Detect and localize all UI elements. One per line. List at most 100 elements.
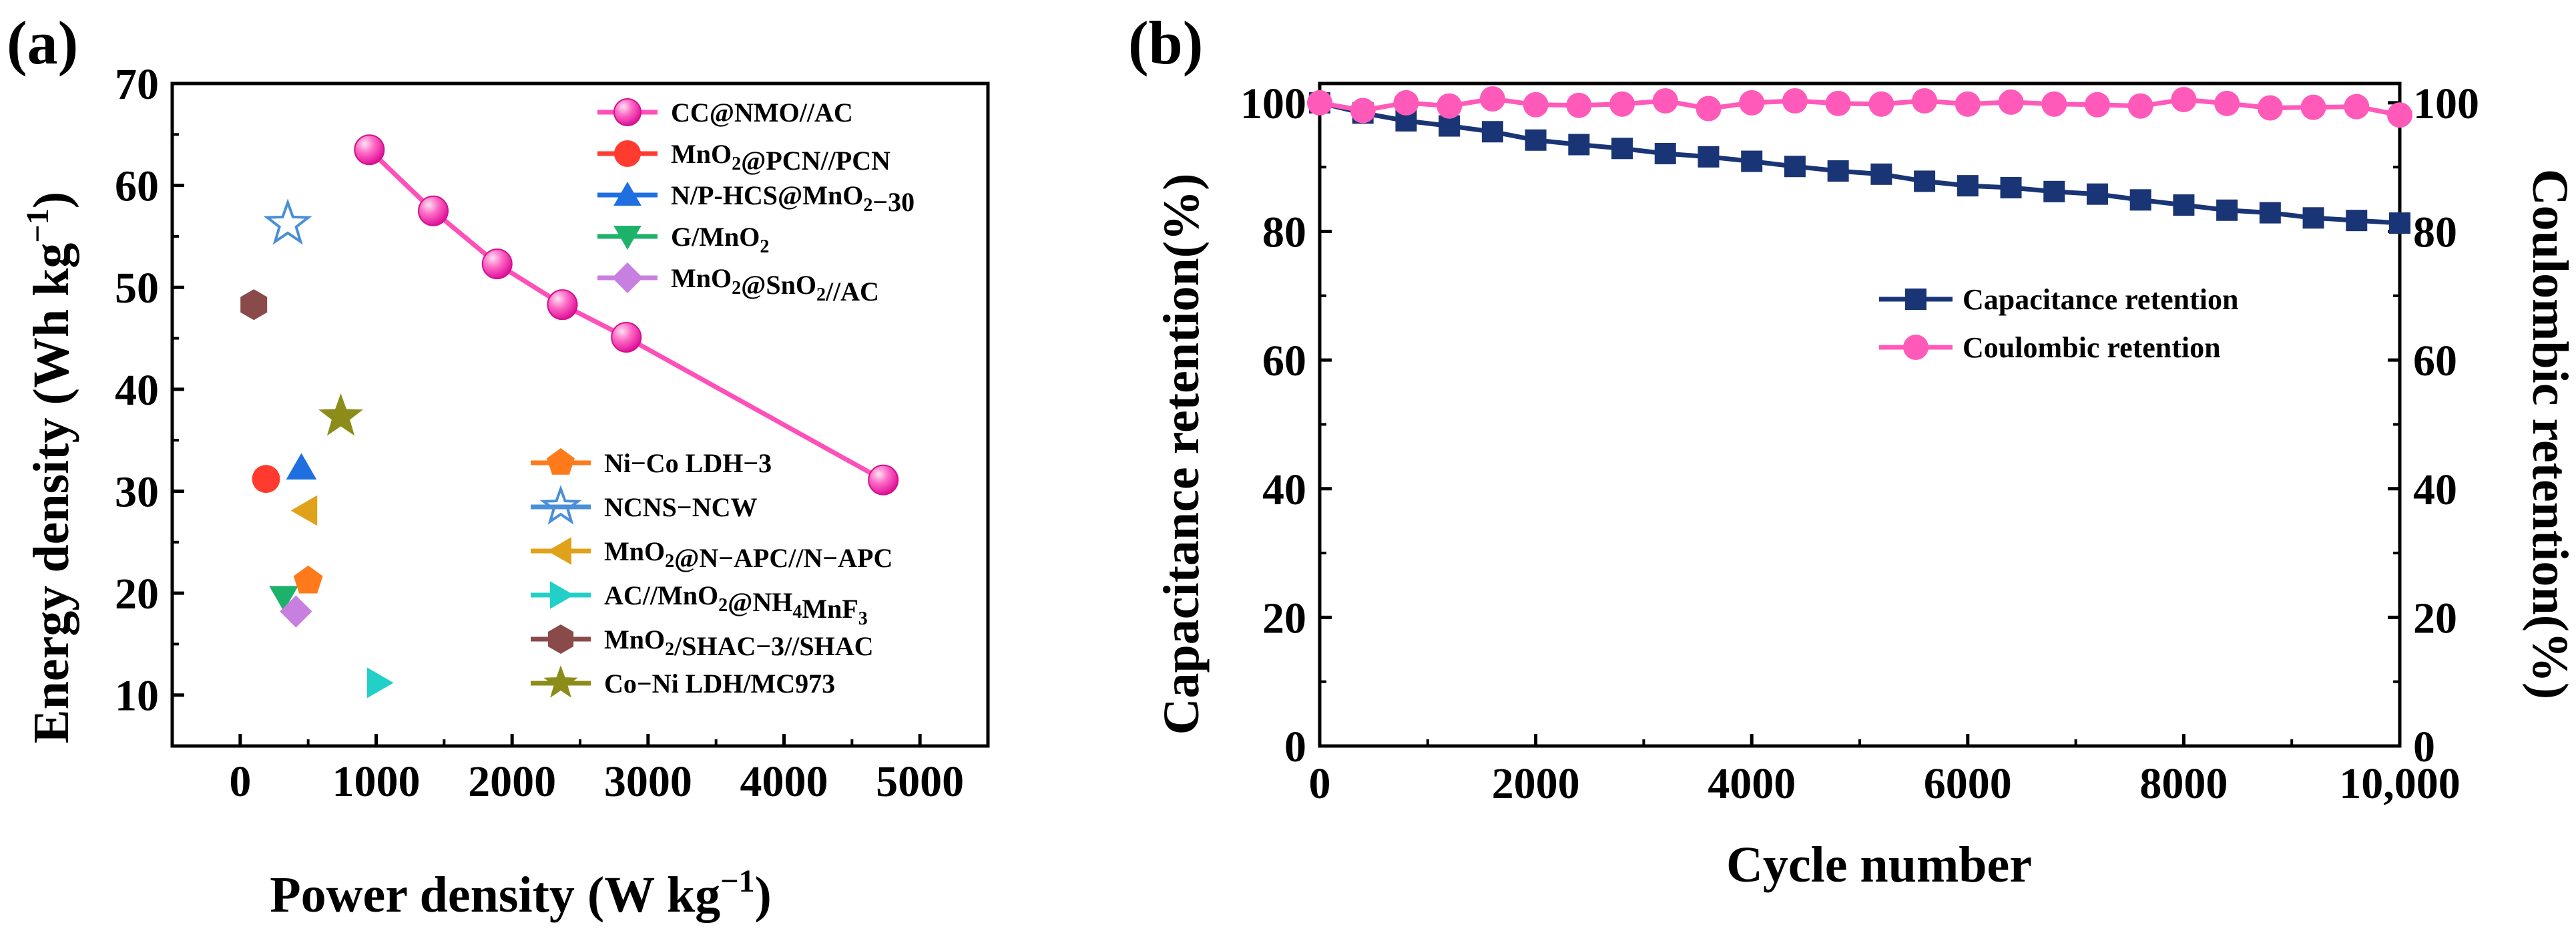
panel-b-left-axis-title: Capacitance retention(%) (1153, 174, 1210, 735)
data-point-cc-nmo-ac (418, 195, 449, 226)
panel-a-x-tick-label: 2000 (468, 757, 556, 806)
panel-b-right-y-tick-label: 100 (2413, 79, 2479, 128)
data-point-capacitance-retention (2043, 180, 2065, 202)
data-point-coulombic-retention (2171, 87, 2197, 113)
data-point-coulombic-retention (1609, 91, 1635, 117)
panel-a-ylabel-end: ) (23, 192, 79, 208)
legend-marker-mno2-sno2-ac (612, 262, 643, 293)
data-point-capacitance-retention (2173, 194, 2195, 216)
panel-a-ylabel-main: Energy density (Wh kg (23, 243, 79, 744)
legend-marker-co-ni-ldh-mc973 (543, 665, 578, 698)
panel-b-plot-frame (1318, 81, 2402, 748)
panel-a-x-tick-label: 5000 (876, 757, 964, 806)
legend-marker-cc-nmo-ac (613, 98, 641, 126)
data-point-coulombic-retention (1782, 88, 1808, 114)
panel-b-right-axis-title: Coulombic retention(%) (2522, 169, 2576, 699)
data-point-cc-nmo-ac (354, 134, 385, 166)
legend-marker-ncns-ncw (539, 485, 582, 525)
panel-a-ylabel-sup: −1 (20, 208, 55, 242)
panel-b-x-tick-label: 10,000 (2339, 759, 2461, 808)
legend-label-mno2-n-apc-n-apc: MnO2@N−APC//N−APC (604, 536, 892, 573)
data-point-coulombic-retention (1739, 89, 1765, 116)
panel-b-right-y-tick-label: 0 (2413, 723, 2435, 771)
data-point-coulombic-retention (1825, 90, 1851, 116)
panel-b-right-y-tick-label: 20 (2413, 594, 2457, 642)
data-point-coulombic-retention (1955, 91, 1981, 117)
data-point-coulombic-retention (1393, 89, 1419, 116)
panel-a-x-tick-label: 3000 (604, 757, 692, 806)
data-point-capacitance-retention (2389, 212, 2410, 234)
data-point-coulombic-retention (1437, 93, 1463, 119)
data-point-ni-co-ldh-3 (293, 565, 323, 594)
data-point-mno2-sno2-ac (280, 595, 312, 628)
panel-a-y-axis-title: Energy density (Wh kg−1) (20, 192, 79, 743)
data-point-cc-nmo-ac (611, 322, 642, 353)
data-point-coulombic-retention (2257, 95, 2283, 121)
legend-label-coulombic-retention: Coulombic retention (1963, 331, 2221, 364)
legend-item-mno2-sno2-ac: MnO2@SnO2//AC (597, 262, 879, 307)
panel-a-y-tick-label: 60 (115, 162, 159, 211)
data-point-capacitance-retention (2129, 189, 2151, 211)
panel-a-y-tick-label: 20 (115, 570, 159, 618)
legend-label-capacitance-retention: Capacitance retention (1963, 283, 2238, 316)
legend-item-n-p-hcs-mno2-30: N/P-HCS@MnO2−30 (597, 180, 915, 217)
data-point-mno2-n-apc-n-apc (290, 495, 318, 526)
legend-item-ncns-ncw: NCNS−NCW (531, 485, 757, 525)
panel-b-left-y-tick-label: 40 (1262, 465, 1306, 514)
panel-a-xlabel-main: Power density (W kg (270, 867, 720, 923)
data-point-coulombic-retention (2084, 91, 2110, 118)
legend-marker-g-mno2 (613, 226, 641, 250)
legend-item-ni-co-ldh-3: Ni−Co LDH−3 (531, 448, 772, 478)
legend-label-co-ni-ldh-mc973: Co−Ni LDH/MC973 (604, 669, 835, 699)
legend-item-mno2-pcn-pcn: MnO2@PCN//PCN (597, 139, 890, 176)
legend-marker-capacitance-retention (1905, 289, 1926, 310)
legend-marker-ac-mno2-nh4mnf3 (550, 581, 574, 609)
data-point-mno2-pcn-pcn (252, 465, 280, 494)
data-point-coulombic-retention (1479, 86, 1505, 112)
legend-marker-mno2-shac-3-shac (547, 624, 574, 654)
panel-a-y-tick-label: 50 (115, 264, 159, 313)
panel-b-label: (b) (1128, 9, 1203, 77)
data-point-capacitance-retention (1914, 170, 1936, 192)
legend-item-coulombic-retention: Coulombic retention (1879, 331, 2221, 364)
data-point-capacitance-retention (1784, 156, 1806, 178)
data-point-coulombic-retention (1350, 98, 1376, 124)
panel-a-x-tick-label: 4000 (740, 757, 828, 806)
data-point-capacitance-retention (2302, 207, 2324, 229)
data-point-coulombic-retention (2041, 91, 2067, 117)
data-point-coulombic-retention (1307, 89, 1332, 116)
panel-b-left-y-tick-label: 80 (1262, 208, 1306, 257)
series-line-capacitance-retention (1319, 100, 2400, 226)
panel-a-xlabel-end: ) (754, 867, 771, 923)
panel-b-right-y-tick-label: 40 (2413, 465, 2457, 514)
panel-b-legend: Capacitance retention Coulombic retention (1879, 283, 2238, 364)
legend-item-co-ni-ldh-mc973: Co−Ni LDH/MC973 (531, 665, 835, 699)
data-point-capacitance-retention (1525, 129, 1547, 151)
data-point-capacitance-retention (2086, 183, 2108, 205)
legend-label-mno2-sno2-ac: MnO2@SnO2//AC (671, 263, 879, 307)
panel-b-x-tick-label: 0 (1309, 759, 1331, 808)
legend-label-ni-co-ldh-3: Ni−Co LDH−3 (604, 448, 772, 478)
panel-a-legend: CC@NMO//AC MnO2@PCN//PCN N/P-HCS@MnO2−30 G/… (531, 98, 915, 699)
panel-b-right-y-tick-label: 80 (2413, 208, 2457, 257)
data-point-capacitance-retention (1827, 160, 1849, 182)
data-point-cc-nmo-ac (868, 464, 899, 496)
panel-a-data (240, 134, 899, 699)
data-point-cc-nmo-ac (481, 248, 513, 280)
panel-a-y-tick-label: 10 (115, 672, 159, 721)
data-point-coulombic-retention (1868, 91, 1894, 117)
panel-a-axes: 0 1000 2000 3000 4000 5000 10 20 30 40 50 60 70 (115, 60, 990, 806)
data-point-g-mno2 (269, 586, 298, 612)
panel-b-x-axis-title: Cycle number (1726, 837, 2032, 893)
data-point-capacitance-retention (1611, 138, 1633, 160)
data-point-capacitance-retention (1698, 146, 1720, 168)
panel-b-x-tick-label: 6000 (1924, 759, 2012, 808)
panel-b-x-tick-label: 2000 (1492, 759, 1580, 808)
data-point-capacitance-retention (2000, 177, 2022, 199)
legend-marker-coulombic-retention (1903, 335, 1928, 360)
data-point-coulombic-retention (2387, 102, 2412, 128)
data-point-capacitance-retention (1481, 121, 1503, 143)
